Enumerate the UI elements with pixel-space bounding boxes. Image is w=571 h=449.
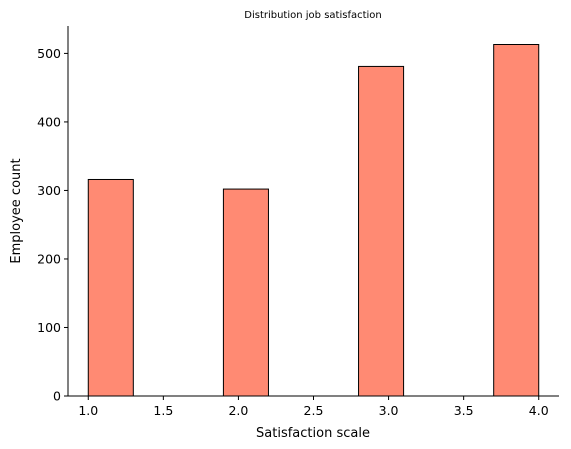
x-tick-label: 1.0	[78, 403, 98, 418]
x-axis-label: Satisfaction scale	[256, 426, 370, 441]
bar-2	[222, 188, 269, 397]
y-axis-label: Employee count	[9, 158, 24, 263]
bar-4	[493, 44, 540, 397]
x-ticks: 1.0 1.5 2.0 2.5 3.0 3.5 4.0	[78, 396, 549, 418]
x-tick-label: 3.0	[379, 403, 399, 418]
y-tick-label: 300	[37, 183, 61, 198]
y-tick-label: 100	[37, 320, 61, 335]
x-tick-label: 3.5	[454, 403, 474, 418]
bars	[87, 44, 540, 397]
x-tick-label: 1.5	[153, 403, 173, 418]
y-ticks: 0 100 200 300 400 500	[37, 46, 68, 404]
bar-3	[358, 65, 405, 397]
y-tick-label: 0	[53, 389, 61, 404]
x-tick-label: 2.5	[304, 403, 324, 418]
x-tick-label: 2.0	[228, 403, 248, 418]
x-tick-label: 4.0	[529, 403, 549, 418]
y-tick-label: 200	[37, 251, 61, 266]
bar-1	[87, 178, 134, 397]
chart-title: Distribution job satisfaction	[244, 10, 382, 21]
y-tick-label: 500	[37, 46, 61, 61]
y-tick-label: 400	[37, 114, 61, 129]
